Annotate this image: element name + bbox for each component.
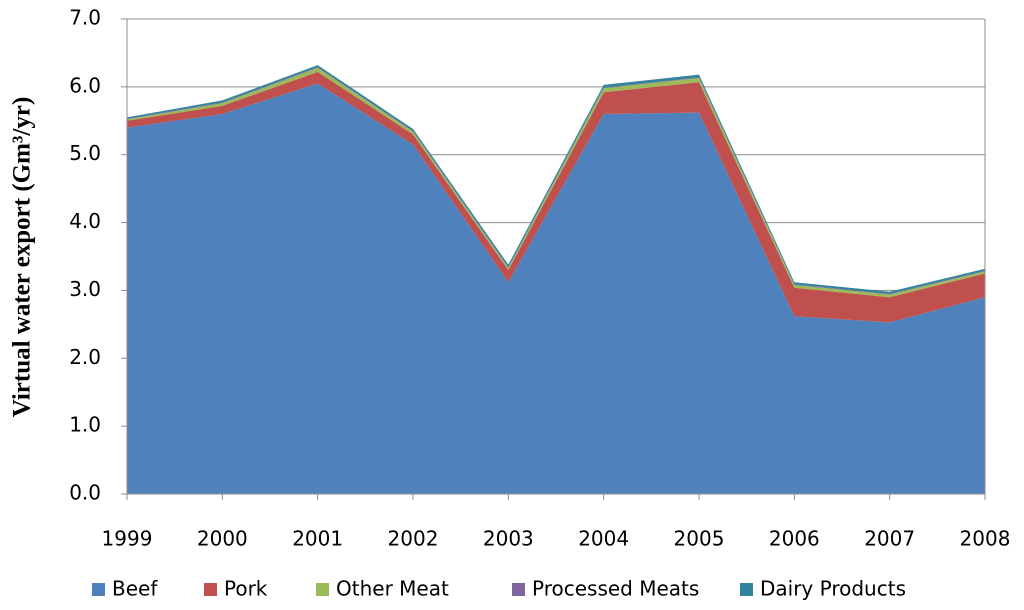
y-tick-label: 5.0 bbox=[69, 141, 101, 165]
x-tick-label: 2005 bbox=[674, 527, 725, 551]
y-tick-label: 7.0 bbox=[69, 6, 101, 30]
y-tick-label: 4.0 bbox=[69, 209, 101, 233]
x-tick-label: 2007 bbox=[864, 527, 915, 551]
y-tick-label: 3.0 bbox=[69, 277, 101, 301]
y-axis-title: Virtual water export (Gm³/yr) bbox=[9, 97, 36, 418]
x-tick-label: 2001 bbox=[292, 527, 343, 551]
legend-swatch bbox=[740, 583, 753, 596]
y-tick-label: 2.0 bbox=[69, 345, 101, 369]
legend-label: Dairy Products bbox=[760, 577, 906, 601]
area bbox=[127, 83, 985, 494]
x-tick-label: 2000 bbox=[197, 527, 248, 551]
x-tick-label: 2006 bbox=[769, 527, 820, 551]
legend-label: Pork bbox=[224, 577, 268, 601]
legend-label: Other Meat bbox=[336, 577, 449, 601]
y-tick-label: 0.0 bbox=[69, 481, 101, 505]
legend-swatch bbox=[316, 583, 329, 596]
x-tick-label: 2003 bbox=[483, 527, 534, 551]
legend-swatch bbox=[204, 583, 217, 596]
x-tick-label: 2002 bbox=[388, 527, 439, 551]
legend-swatch bbox=[92, 583, 105, 596]
y-tick-label: 1.0 bbox=[69, 413, 101, 437]
legend-swatch bbox=[512, 583, 525, 596]
x-tick-label: 1999 bbox=[102, 527, 153, 551]
y-tick-label: 6.0 bbox=[69, 73, 101, 97]
legend-label: Processed Meats bbox=[532, 577, 699, 601]
x-tick-label: 2004 bbox=[578, 527, 629, 551]
area bbox=[127, 71, 985, 323]
legend-label: Beef bbox=[112, 577, 158, 601]
x-tick-label: 2008 bbox=[960, 527, 1011, 551]
